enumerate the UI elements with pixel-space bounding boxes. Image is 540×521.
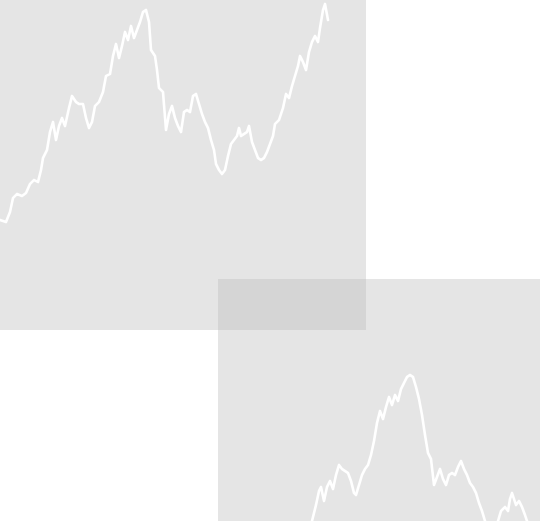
squiggle-line-graphic (218, 279, 540, 521)
squiggle-line (312, 375, 485, 521)
squiggle-line-tail (498, 493, 527, 521)
squiggle-line (0, 4, 328, 222)
panel-bottom-right (218, 279, 540, 521)
